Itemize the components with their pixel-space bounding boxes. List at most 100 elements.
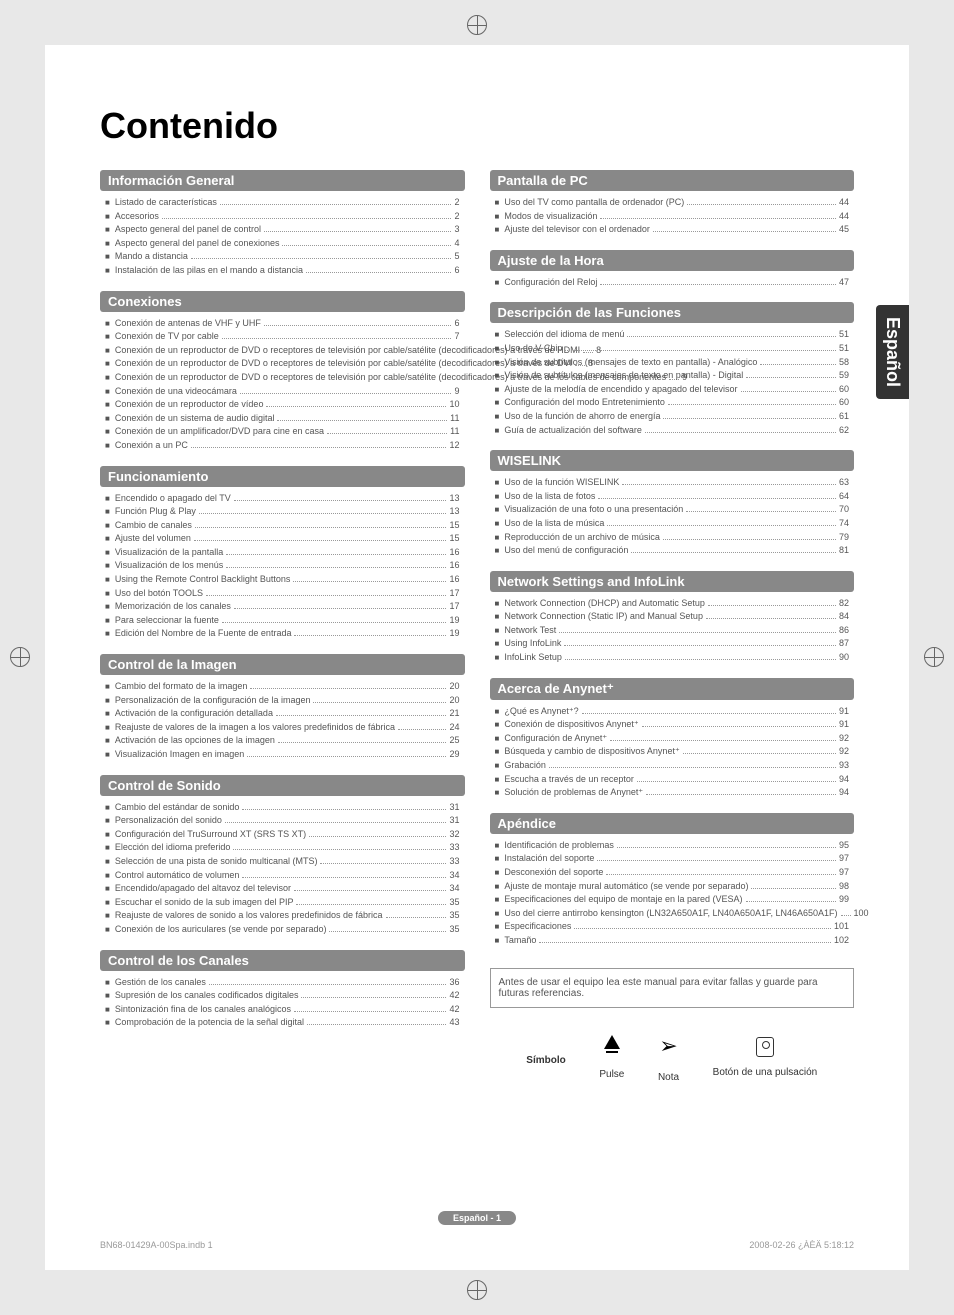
toc-page-number: 42	[449, 1003, 459, 1016]
toc-item: ■Sintonización fina de los canales analó…	[105, 1003, 460, 1016]
toc-leader-dots	[195, 527, 447, 528]
toc-item: ■Visión de subtítulos (mensajes de texto…	[495, 356, 850, 369]
toc-leader-dots	[386, 917, 447, 918]
bullet-icon: ■	[105, 695, 110, 706]
bullet-icon: ■	[105, 924, 110, 935]
toc-page-number: 70	[839, 503, 849, 516]
toc-leader-dots	[327, 433, 447, 434]
bullet-icon: ■	[105, 802, 110, 813]
footer-page-number: Español - 1	[438, 1211, 516, 1225]
toc-page-number: 60	[839, 396, 849, 409]
toc-label: Reajuste de valores de sonido a los valo…	[115, 909, 383, 922]
toc-item: ■Elección del idioma preferido33	[105, 841, 460, 854]
toc-page-number: 86	[839, 624, 849, 637]
toc-leader-dots	[264, 231, 452, 232]
toc-label: Visualización de los menús	[115, 559, 223, 572]
toc-leader-dots	[565, 659, 836, 660]
toc-leader-dots	[751, 888, 836, 889]
toc-label: Especificaciones del equipo de montaje e…	[504, 893, 742, 906]
toc-item: ■Uso de la lista de música74	[495, 517, 850, 530]
toc-label: Función Plug & Play	[115, 505, 196, 518]
toc-item: ■Búsqueda y cambio de dispositivos Anyne…	[495, 745, 850, 758]
toc-item: ■Conexión de los auriculares (se vende p…	[105, 923, 460, 936]
toc-list: ■Network Connection (DHCP) and Automatic…	[490, 597, 855, 670]
toc-label: InfoLink Setup	[504, 651, 562, 664]
bullet-icon: ■	[105, 440, 110, 451]
bullet-icon: ■	[495, 411, 500, 422]
toc-page-number: 15	[449, 519, 459, 532]
symbol-heading: Símbolo	[526, 1055, 565, 1066]
bullet-icon: ■	[105, 1004, 110, 1015]
toc-leader-dots	[247, 756, 446, 757]
toc-page-number: 81	[839, 544, 849, 557]
toc-item: ■Uso de la lista de fotos64	[495, 490, 850, 503]
toc-label: Instalación del soporte	[504, 852, 594, 865]
toc-leader-dots	[746, 377, 836, 378]
registration-mark-left	[10, 647, 30, 667]
toc-page-number: 36	[449, 976, 459, 989]
toc-item: ■Solución de problemas de Anynet⁺94	[495, 786, 850, 799]
toc-page-number: 79	[839, 531, 849, 544]
toc-label: Desconexión del soporte	[504, 866, 603, 879]
bullet-icon: ■	[495, 518, 500, 529]
toc-page-number: 35	[449, 923, 459, 936]
toc-list: ■Selección del idioma de menú51■Uso de V…	[490, 328, 855, 442]
toc-item: ■Gestión de los canales36	[105, 976, 460, 989]
toc-label: Guía de actualización del software	[504, 424, 642, 437]
toc-label: Cambio de canales	[115, 519, 192, 532]
toc-leader-dots	[320, 863, 446, 864]
toc-leader-dots	[294, 890, 447, 891]
toc-item: ■Conexión de una videocámara9	[105, 385, 460, 398]
bullet-icon: ■	[105, 265, 110, 276]
section-header: Control de Sonido	[100, 775, 465, 796]
bullet-icon: ■	[105, 708, 110, 719]
symbol-label: Nota	[658, 1072, 679, 1083]
toc-page-number: 98	[839, 880, 849, 893]
toc-label: Uso de la lista de fotos	[504, 490, 595, 503]
toc-item: ■Visualización de la pantalla16	[105, 546, 460, 559]
bullet-icon: ■	[495, 277, 500, 288]
toc-item: ■Uso de V-Chip51	[495, 342, 850, 355]
bullet-icon: ■	[495, 706, 500, 717]
toc-item: ■Conexión de dispositivos Anynet⁺91	[495, 718, 850, 731]
toc-label: Configuración del TruSurround XT (SRS TS…	[115, 828, 306, 841]
bullet-icon: ■	[105, 615, 110, 626]
toc-item: ■Using InfoLink87	[495, 637, 850, 650]
bullet-icon: ■	[105, 399, 110, 410]
bullet-icon: ■	[105, 735, 110, 746]
toc-page-number: 95	[839, 839, 849, 852]
toc-label: Configuración de Anynet⁺	[504, 732, 607, 745]
toc-item: ■Para seleccionar la fuente19	[105, 614, 460, 627]
toc-leader-dots	[627, 336, 836, 337]
bullet-icon: ■	[495, 397, 500, 408]
bullet-icon: ■	[495, 853, 500, 864]
bullet-icon: ■	[495, 197, 500, 208]
toc-page-number: 97	[839, 866, 849, 879]
toc-leader-dots	[234, 500, 447, 501]
toc-item: ■Uso del botón TOOLS17	[105, 587, 460, 600]
toc-leader-dots	[398, 729, 446, 730]
toc-page-number: 3	[454, 223, 459, 236]
toc-item: ■Selección de una pista de sonido multic…	[105, 855, 460, 868]
toc-page-number: 20	[449, 694, 459, 707]
toc-leader-dots	[278, 742, 447, 743]
toc-item: ■Visión de subtítulos (mensajes de texto…	[495, 369, 850, 382]
toc-leader-dots	[582, 713, 836, 714]
toc-label: Activación de las opciones de la imagen	[115, 734, 275, 747]
toc-item: ■Uso del menú de configuración81	[495, 544, 850, 557]
toc-page-number: 13	[449, 505, 459, 518]
toc-page-number: 5	[454, 250, 459, 263]
toc-page-number: 16	[449, 573, 459, 586]
toc-leader-dots	[233, 849, 446, 850]
bullet-icon: ■	[495, 894, 500, 905]
toc-leader-dots	[663, 539, 836, 540]
toc-page-number: 19	[449, 627, 459, 640]
toc-item: ■Configuración del Reloj47	[495, 276, 850, 289]
bullet-icon: ■	[495, 384, 500, 395]
toc-item: ■Uso de la función de ahorro de energía6…	[495, 410, 850, 423]
toc-label: Ajuste del televisor con el ordenador	[504, 223, 650, 236]
toc-leader-dots	[306, 272, 452, 273]
toc-item: ■Reajuste de valores de la imagen a los …	[105, 721, 460, 734]
bullet-icon: ■	[495, 491, 500, 502]
toc-page-number: 91	[839, 705, 849, 718]
